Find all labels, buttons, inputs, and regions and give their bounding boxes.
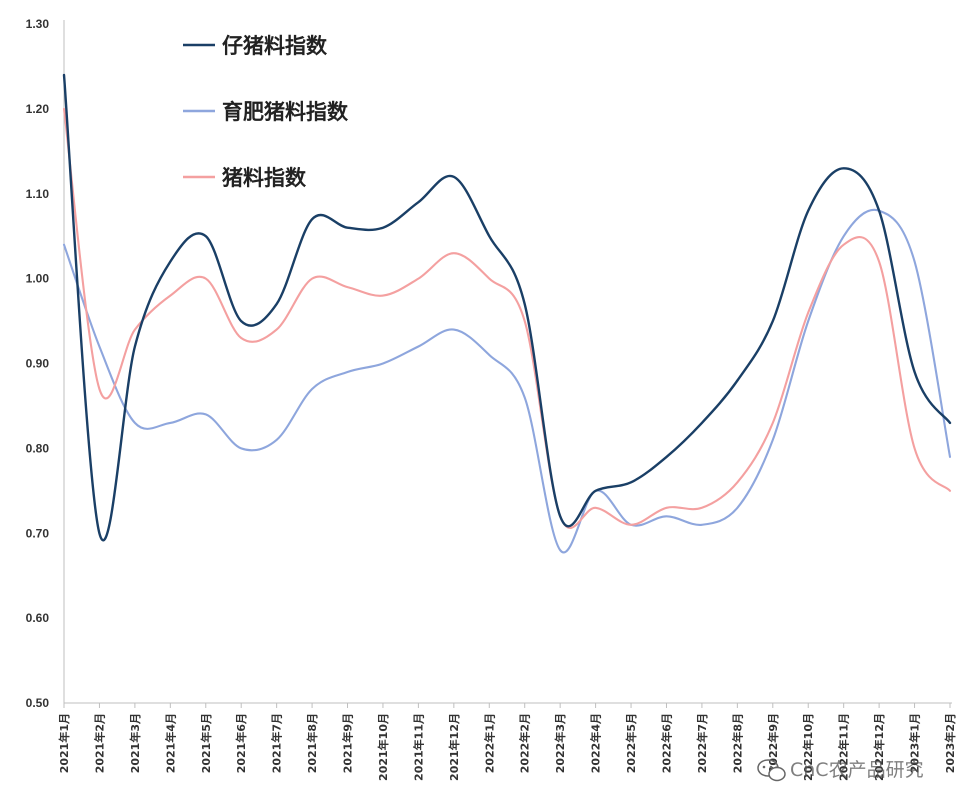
watermark: CnC农产品研究 [757, 759, 924, 782]
y-tick-label: 1.20 [26, 102, 50, 116]
series-lines [62, 73, 952, 554]
x-tick-label: 2022年8月 [730, 713, 744, 773]
x-axis-ticks: 2021年1月 2021年2月 2021年3月 2021年4月 2021年5月 2021年… [57, 703, 957, 781]
y-tick-label: 1.30 [26, 17, 50, 31]
x-tick-label: 2022年6月 [659, 713, 673, 773]
x-tick-label: 2022年5月 [624, 713, 638, 773]
x-tick-label: 2021年11月 [411, 713, 425, 781]
y-tick-label: 0.50 [26, 696, 50, 710]
chart-axes [63, 20, 952, 704]
x-tick-label: 2022年7月 [695, 713, 709, 773]
x-tick-label: 2022年1月 [482, 713, 496, 773]
y-tick-label: 0.80 [26, 441, 50, 455]
x-tick-label: 2021年7月 [270, 713, 284, 773]
x-tick-label: 2021年8月 [305, 713, 319, 773]
x-tick-label: 2022年3月 [553, 713, 567, 773]
series-line-1 [62, 208, 952, 554]
legend-label-0: 仔猪料指数 [222, 34, 328, 58]
x-tick-label: 2023年2月 [943, 713, 957, 773]
x-tick-label: 2022年10月 [801, 713, 815, 781]
y-tick-label: 0.90 [26, 357, 50, 371]
y-tick-label: 1.00 [26, 272, 50, 286]
x-tick-label: 2022年2月 [518, 713, 532, 773]
x-tick-label: 2021年2月 [92, 713, 106, 773]
x-tick-label: 2021年4月 [163, 713, 177, 773]
x-tick-label: 2021年3月 [128, 713, 142, 773]
x-tick-label: 2021年6月 [234, 713, 248, 773]
y-tick-label: 0.70 [26, 526, 50, 540]
x-tick-label: 2022年12月 [872, 713, 886, 781]
x-tick-label: 2021年1月 [57, 713, 71, 773]
x-tick-label: 2021年12月 [447, 713, 461, 781]
watermark-text: CnC农产品研究 [790, 759, 924, 781]
series-line-2 [62, 107, 952, 529]
x-tick-label: 2021年9月 [341, 713, 355, 773]
x-tick-label: 2021年10月 [376, 713, 390, 781]
x-tick-label: 2023年1月 [908, 713, 922, 773]
x-tick-label: 2022年4月 [589, 713, 603, 773]
y-tick-label: 1.10 [26, 187, 50, 201]
x-tick-label: 2022年11月 [837, 713, 851, 781]
x-tick-label: 2021年5月 [199, 713, 213, 773]
legend-label-1: 育肥猪料指数 [222, 100, 349, 124]
legend-label-2: 猪料指数 [221, 166, 307, 190]
y-tick-label: 0.60 [26, 611, 50, 625]
series-line-0 [62, 73, 952, 542]
x-tick-label: 2022年9月 [766, 713, 780, 773]
wechat-icon [757, 759, 786, 782]
y-axis-ticks: 0.50 0.60 0.70 0.80 0.90 1.00 1.10 1.20 1.30 [26, 17, 50, 710]
